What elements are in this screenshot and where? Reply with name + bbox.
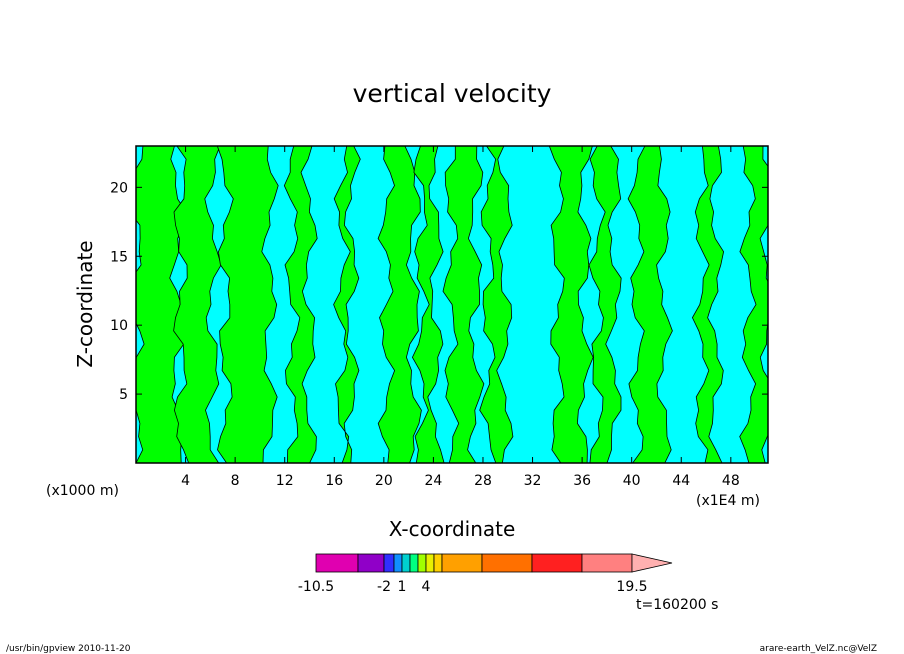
positive-region	[479, 146, 514, 463]
x-axis-label: X-coordinate	[389, 517, 516, 541]
x-tick-label: 12	[276, 473, 294, 489]
positive-region	[283, 146, 318, 463]
x-tick-label: 32	[524, 473, 542, 489]
positive-region	[377, 146, 422, 463]
y-tick-label: 10	[110, 318, 128, 334]
positive-region	[627, 146, 673, 463]
x-axis-ticks: 4 8 12 16 20 24 28 32 36 40 44 48	[181, 146, 740, 489]
y-tick-label: 15	[110, 249, 128, 265]
colorbar-segment	[357, 553, 385, 573]
positive-region	[442, 146, 485, 463]
x-unit-left: (x1000 m)	[46, 483, 119, 499]
y-tick-label: 20	[110, 180, 128, 196]
colorbar-label: 19.5	[616, 579, 647, 595]
colorbar-label: -2	[377, 579, 391, 595]
y-tick-label: 5	[119, 387, 128, 403]
colorbar-label: -10.5	[298, 579, 334, 595]
colorbar-segment	[401, 553, 411, 573]
x-tick-label: 48	[722, 473, 740, 489]
colorbar-segment	[441, 553, 483, 573]
positive-region	[333, 146, 361, 463]
positive-region	[173, 146, 222, 463]
positive-region	[411, 146, 445, 463]
chart-title: vertical velocity	[353, 79, 552, 108]
x-tick-label: 4	[181, 473, 190, 489]
positive-region	[136, 146, 187, 463]
colorbar-segment	[531, 553, 583, 573]
positive-region	[216, 146, 279, 463]
colorbar-segment	[581, 553, 633, 573]
footer-right: arare-earth_VelZ.nc@VelZ	[760, 644, 877, 654]
x-tick-label: 44	[672, 473, 690, 489]
colorbar-segment	[481, 553, 533, 573]
colorbar-segment	[433, 553, 443, 573]
positive-region	[739, 146, 768, 463]
contour-regions	[136, 146, 768, 463]
colorbar-segment	[425, 553, 435, 573]
time-label: t=160200 s	[636, 597, 718, 613]
x-tick-label: 40	[623, 473, 641, 489]
y-axis-ticks: 5 10 15 20	[110, 180, 768, 403]
positive-region	[548, 146, 594, 463]
colorbar-label: 1	[398, 579, 407, 595]
colorbar-segment	[393, 553, 403, 573]
positive-region	[588, 146, 622, 463]
positive-region	[691, 146, 725, 463]
colorbar-segment	[315, 553, 359, 573]
x-unit-right: (x1E4 m)	[696, 493, 760, 509]
x-tick-label: 20	[375, 473, 393, 489]
colorbar: -10.5 -2 1 4 19.5	[298, 553, 673, 595]
colorbar-label: 4	[422, 579, 431, 595]
plot-frame	[135, 145, 769, 464]
x-tick-label: 24	[424, 473, 442, 489]
colorbar-segment	[383, 553, 395, 573]
colorbar-segment	[417, 553, 427, 573]
x-tick-label: 8	[231, 473, 240, 489]
y-axis-label: Z-coordinate	[73, 240, 97, 367]
footer-left: /usr/bin/gpview 2010-11-20	[6, 644, 131, 654]
colorbar-arrow	[631, 553, 673, 573]
x-tick-label: 28	[474, 473, 492, 489]
x-tick-label: 16	[325, 473, 343, 489]
colorbar-segment	[409, 553, 419, 573]
x-tick-label: 36	[573, 473, 591, 489]
